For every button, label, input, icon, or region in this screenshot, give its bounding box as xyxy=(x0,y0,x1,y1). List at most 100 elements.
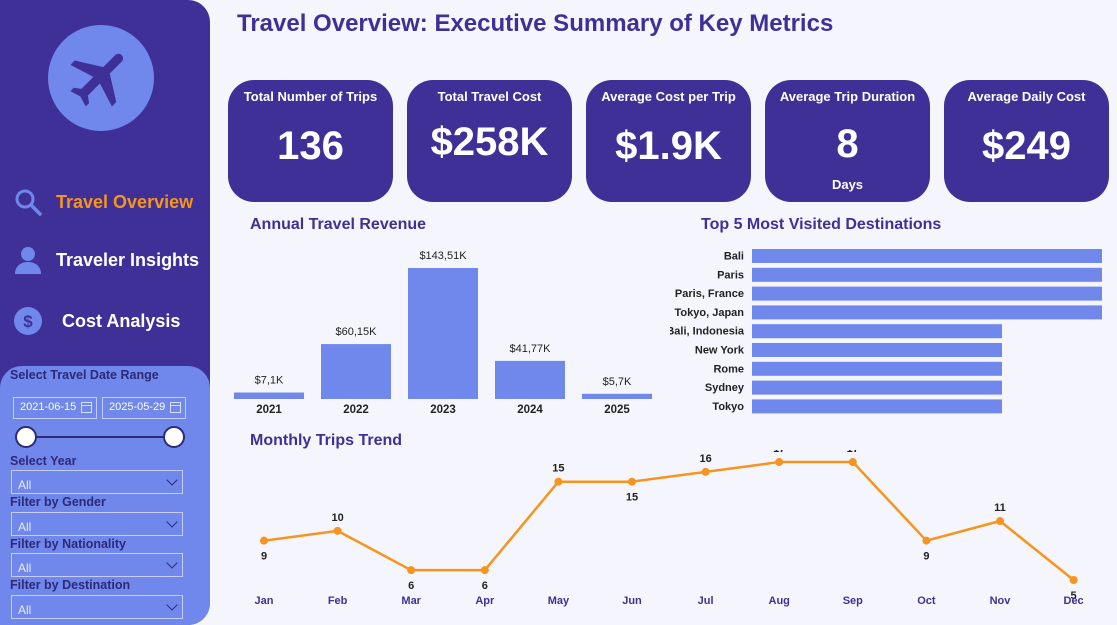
year-select-value: All xyxy=(18,478,32,492)
nav-traveler-insights[interactable]: Traveler Insights xyxy=(12,244,199,276)
kpi-average-daily-cost: Average Daily Cost $249 xyxy=(944,80,1109,202)
kpi-label: Average Cost per Trip xyxy=(601,89,736,104)
chevron-down-icon xyxy=(166,599,178,611)
trend-month-label: Jun xyxy=(622,595,642,607)
trend-point xyxy=(775,458,784,467)
kpi-average-trip-duration: Average Trip Duration 8 Days xyxy=(765,80,930,202)
destination-select-value: All xyxy=(18,603,32,617)
kpi-total-cost: Total Travel Cost $258K xyxy=(407,80,572,202)
revenue-bar xyxy=(582,393,652,399)
trend-data-label: 9 xyxy=(923,551,929,563)
revenue-year-label: 2024 xyxy=(517,404,543,416)
destination-bar xyxy=(752,267,1102,282)
chevron-down-icon xyxy=(166,516,178,528)
kpi-value: $258K xyxy=(430,120,549,164)
slider-end-handle[interactable] xyxy=(163,426,185,448)
nationality-select-value: All xyxy=(18,561,32,575)
annual-revenue-chart: $7,1K 2021 $60,15K 2022 $143,51K 2023 $41,77K 2… xyxy=(234,250,652,416)
kpi-value: 136 xyxy=(277,124,344,168)
trend-point xyxy=(628,477,636,486)
trend-point xyxy=(260,536,268,545)
revenue-bar xyxy=(234,392,304,399)
trend-data-label: 5 xyxy=(1071,590,1077,602)
gender-select[interactable]: All xyxy=(11,512,183,536)
trend-data-label: 10 xyxy=(331,512,343,524)
trend-line xyxy=(263,460,1075,581)
svg-text:$: $ xyxy=(23,312,33,331)
revenue-bar xyxy=(408,268,478,399)
destination-bar xyxy=(752,399,1002,414)
nav-label: Cost Analysis xyxy=(62,310,181,331)
trend-month-label: Dec xyxy=(1064,595,1084,607)
trend-point xyxy=(701,467,710,476)
nav-label: Travel Overview xyxy=(56,191,194,212)
airplane-icon xyxy=(70,53,124,107)
nationality-filter-title: Filter by Nationality xyxy=(10,537,126,551)
destination-label: Paris, France xyxy=(675,288,744,300)
annual-revenue-title: Annual Travel Revenue xyxy=(250,216,427,233)
trend-data-label: 9 xyxy=(261,551,267,563)
destination-label: Bali, Indonesia xyxy=(670,326,745,338)
trend-month-label: Mar xyxy=(401,595,421,607)
trend-month-label: Oct xyxy=(917,595,936,607)
revenue-year-label: 2025 xyxy=(604,404,630,416)
trend-data-label: 17 xyxy=(847,450,859,455)
destination-bar xyxy=(752,305,1102,320)
trend-point xyxy=(407,566,416,575)
nationality-select[interactable]: All xyxy=(11,553,183,577)
trend-data-label: 15 xyxy=(626,492,638,504)
trend-point xyxy=(848,458,857,467)
nav-label: Traveler Insights xyxy=(56,249,200,270)
nav-travel-overview[interactable]: Travel Overview xyxy=(12,186,193,218)
destination-bar xyxy=(752,361,1002,376)
destination-label: Tokyo, Japan xyxy=(675,307,745,319)
nav-cost-analysis[interactable]: $ Cost Analysis xyxy=(12,305,180,337)
trend-point xyxy=(1069,576,1078,584)
revenue-data-label: $60,15K xyxy=(336,326,378,338)
calendar-icon xyxy=(81,402,92,413)
destination-filter-title: Filter by Destination xyxy=(10,578,131,592)
chevron-down-icon xyxy=(166,474,178,486)
trend-data-label: 17 xyxy=(773,450,785,455)
trend-data-label: 16 xyxy=(699,453,711,465)
gender-filter-title: Filter by Gender xyxy=(10,495,106,509)
kpi-value: $1.9K xyxy=(615,124,722,168)
destination-label: Bali xyxy=(724,251,744,263)
destination-select[interactable]: All xyxy=(11,595,183,619)
year-select[interactable]: All xyxy=(11,470,183,494)
trend-month-label: Jul xyxy=(698,595,714,607)
revenue-data-label: $41,77K xyxy=(510,343,552,355)
trend-data-label: 15 xyxy=(552,463,564,475)
trend-data-label: 6 xyxy=(482,580,488,592)
kpi-unit: Days xyxy=(831,177,864,192)
slider-start-handle[interactable] xyxy=(15,426,37,448)
end-date-input[interactable]: 2025-05-29 xyxy=(102,397,186,419)
date-range-slider[interactable] xyxy=(26,436,174,438)
calendar-icon xyxy=(170,402,181,413)
destination-label: New York xyxy=(695,345,745,357)
revenue-year-label: 2023 xyxy=(430,404,456,416)
destination-bar xyxy=(752,286,1102,301)
kpi-label: Average Trip Duration xyxy=(779,89,916,104)
kpi-label: Average Daily Cost xyxy=(967,89,1086,104)
destination-label: Tokyo xyxy=(712,401,744,413)
revenue-data-label: $5,7K xyxy=(603,376,632,388)
trend-month-label: Sep xyxy=(843,595,863,607)
trend-point xyxy=(333,526,342,535)
trend-month-label: Apr xyxy=(475,595,495,607)
revenue-data-label: $143,51K xyxy=(419,250,467,262)
destination-label: Rome xyxy=(713,363,744,375)
trend-point xyxy=(554,477,563,486)
logo xyxy=(48,25,154,131)
destination-bar xyxy=(752,324,1002,339)
trend-month-label: Feb xyxy=(328,595,348,607)
year-filter-title: Select Year xyxy=(10,454,77,468)
destination-bar xyxy=(752,249,1102,263)
trend-month-label: Aug xyxy=(769,595,790,607)
trend-data-label: 11 xyxy=(994,502,1006,514)
trend-month-label: May xyxy=(548,595,570,607)
revenue-year-label: 2021 xyxy=(256,404,282,416)
start-date-input[interactable]: 2021-06-15 xyxy=(13,397,97,419)
trend-point xyxy=(996,517,1004,526)
kpi-label: Total Number of Trips xyxy=(243,89,378,104)
